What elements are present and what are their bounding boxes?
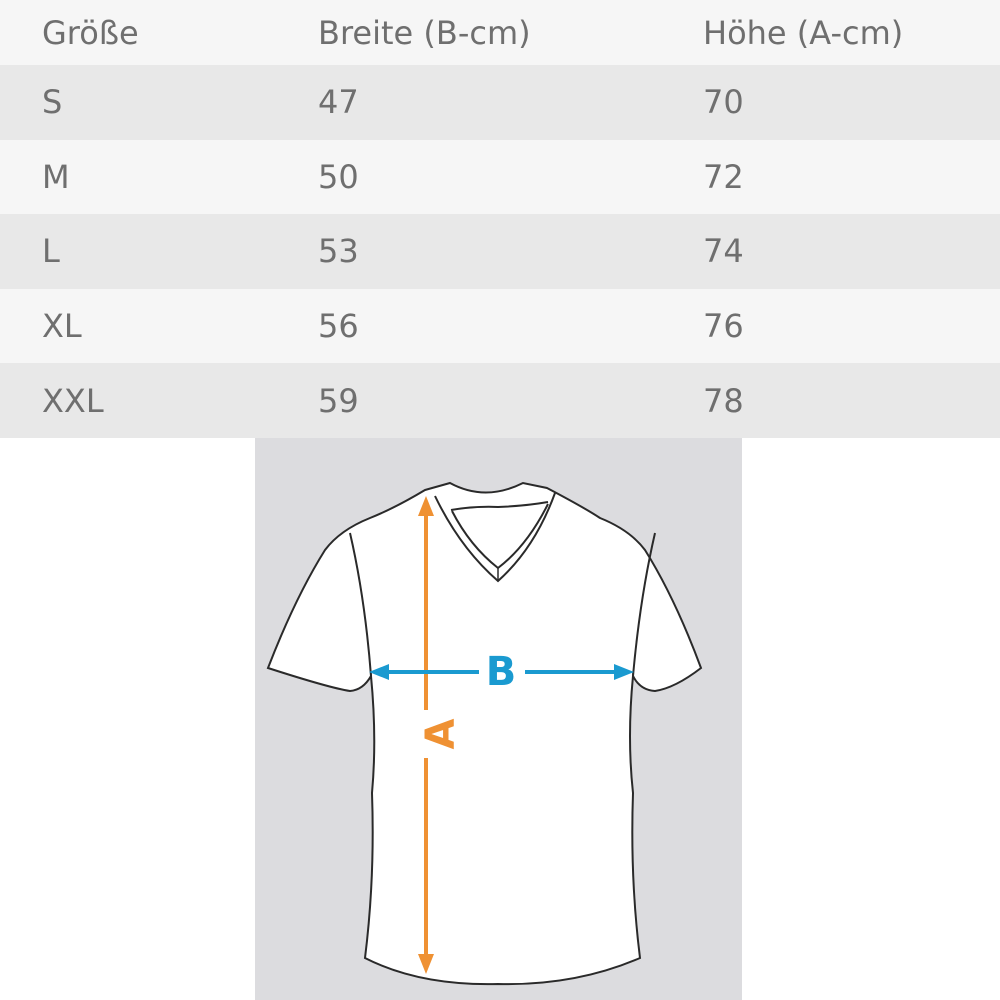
width-label: B [486, 649, 517, 695]
cell-size: XL [42, 307, 82, 346]
cell-size: L [42, 232, 60, 271]
cell-width: 59 [318, 381, 359, 420]
cell-width: 56 [318, 307, 359, 346]
size-table: Größe Breite (B-cm) Höhe (A-cm) S 47 70 … [0, 0, 1000, 438]
table-row: L 53 74 [0, 214, 1000, 289]
width-arrow [369, 664, 634, 680]
cell-width: 47 [318, 83, 359, 122]
header-size: Größe [42, 13, 139, 52]
table-row: XL 56 76 [0, 288, 1000, 364]
tshirt-illustration: A B [266, 481, 703, 986]
cell-size: M [42, 157, 70, 196]
cell-height: 78 [703, 381, 744, 420]
tshirt-measurement-diagram: A B [255, 438, 742, 1000]
table-row: XXL 59 78 [0, 363, 1000, 438]
table-row: S 47 70 [0, 65, 1000, 140]
cell-height: 72 [703, 157, 744, 196]
cell-size: XXL [42, 381, 104, 420]
height-label: A [418, 718, 464, 749]
cell-height: 76 [703, 307, 744, 346]
cell-size: S [42, 83, 63, 122]
table-header-row: Größe Breite (B-cm) Höhe (A-cm) [0, 0, 1000, 65]
cell-width: 50 [318, 157, 359, 196]
header-height: Höhe (A-cm) [703, 13, 904, 52]
header-width: Breite (B-cm) [318, 13, 531, 52]
tshirt-outline [266, 481, 703, 986]
table-row: M 50 72 [0, 139, 1000, 215]
cell-width: 53 [318, 232, 359, 271]
cell-height: 70 [703, 83, 744, 122]
cell-height: 74 [703, 232, 744, 271]
height-arrow [418, 496, 434, 974]
